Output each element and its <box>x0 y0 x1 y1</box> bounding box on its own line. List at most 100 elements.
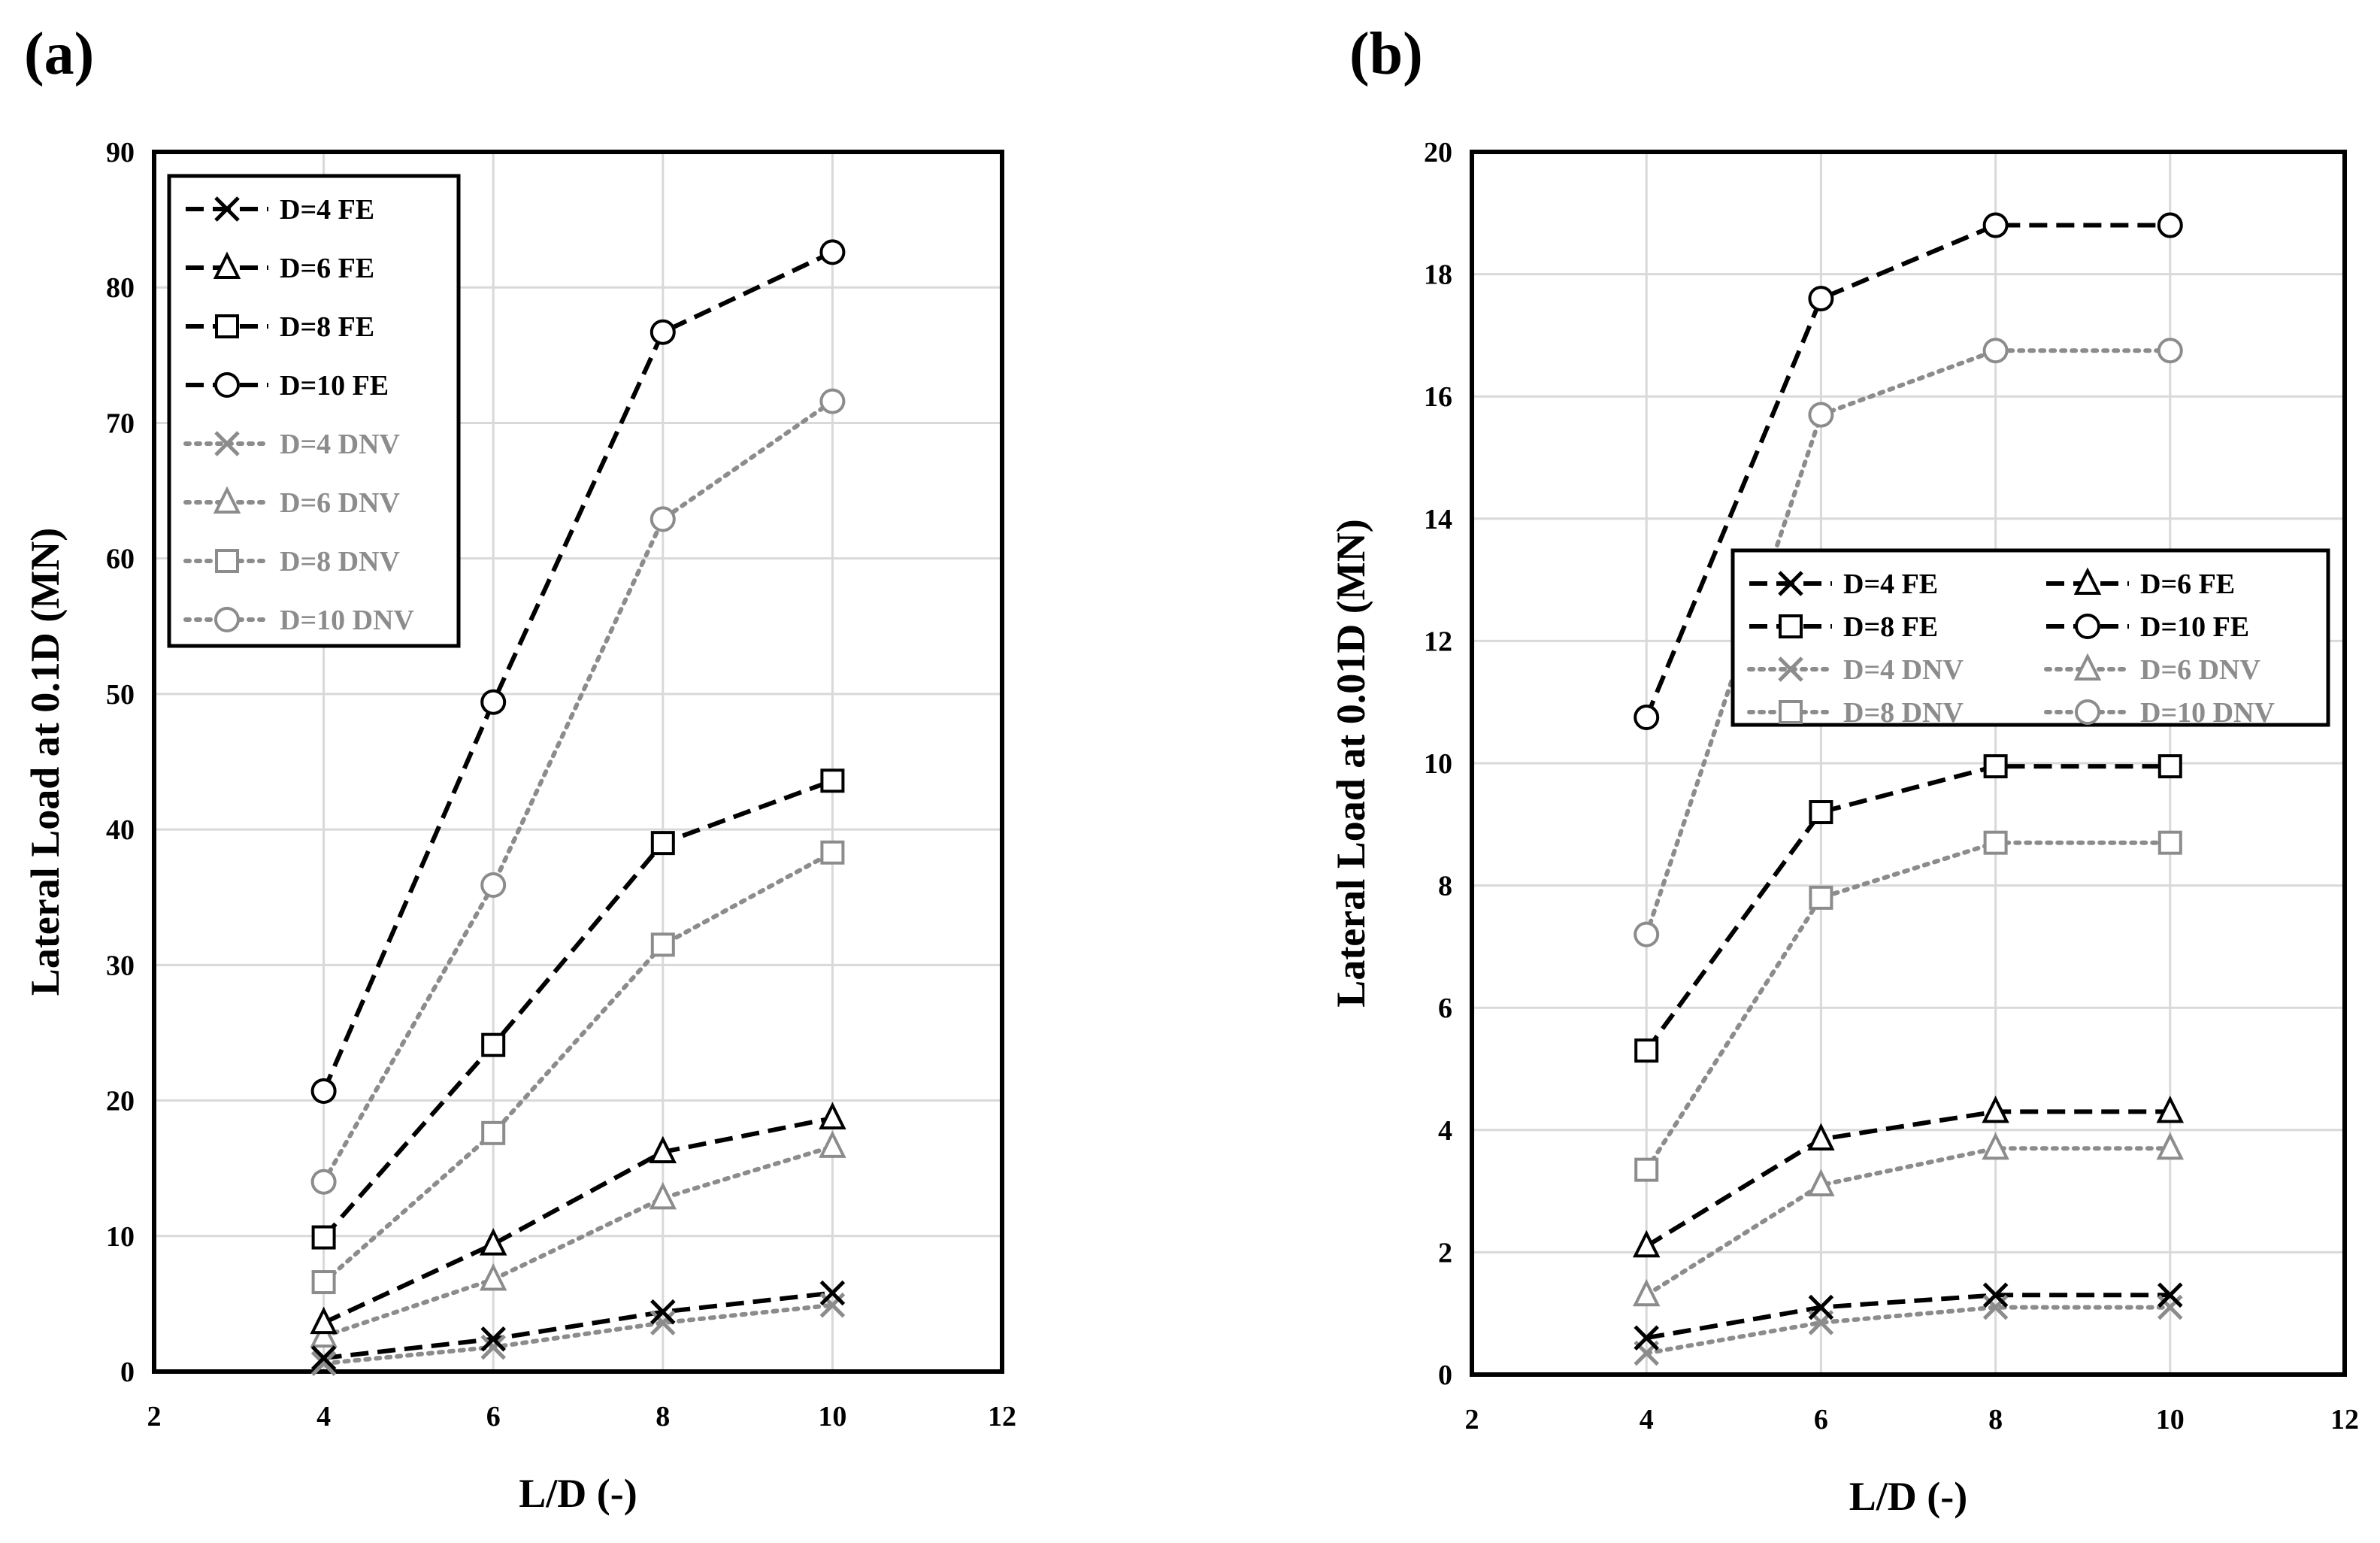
chart-a-series-d-10-fe-line <box>321 250 834 1093</box>
chart-a-legend: D=4 FE D=6 FE D=8 FE D=10 FE D=4 DNV D=6 DNV D… <box>167 174 461 648</box>
chart-b-series-d-10-dnv-point <box>1634 921 1660 947</box>
chart-a-series-d-8-dnv-point <box>650 932 675 957</box>
chart-b-series-d-4-fe-point <box>1634 1325 1659 1351</box>
chart-a-series-d-8-fe-point <box>481 1032 506 1057</box>
chart-b-legend-label: D=8 FE <box>1843 611 1938 643</box>
chart-b-series-d-10-dnv-point <box>1982 338 2009 364</box>
chart-b-ytick-label: 16 <box>1424 381 1452 413</box>
chart-b-ytick-label: 4 <box>1438 1115 1452 1147</box>
chart-b-panel-label: (b) <box>1349 21 1423 87</box>
chart-b-legend-label: D=8 DNV <box>1843 697 1964 729</box>
chart-a-series-d-6-fe-point <box>649 1135 677 1164</box>
chart-a-xtick-label: 4 <box>316 1401 331 1432</box>
chart-a-x-axis-title: L/D (-) <box>519 1471 637 1516</box>
chart-b-series-d-6-dnv-point <box>1807 1169 1835 1196</box>
chart-b-legend-item-d-6-fe: D=6 FE <box>2046 567 2235 600</box>
chart-a-series-d-4-fe-line <box>323 1290 833 1360</box>
chart-b-series-d-8-fe-point <box>1983 754 2008 779</box>
chart-b-x-axis-title: L/D (-) <box>1849 1474 1967 1519</box>
chart-a-legend-marker <box>214 372 240 398</box>
chart-b-ytick-label: 18 <box>1424 259 1452 291</box>
chart-a-xtick-label: 6 <box>486 1401 501 1432</box>
chart-b-y-axis-title: Lateral Load at 0.01D (MN) <box>1328 519 1373 1007</box>
chart-a-ytick-label: 40 <box>106 814 135 846</box>
chart-b-series-d-6-dnv-line <box>1644 1146 2173 1298</box>
chart-b-ytick-label: 8 <box>1438 871 1452 902</box>
chart-b-legend: D=4 FE D=6 FE D=8 FE D=10 FE D=4 DNV D=6 DNV D… <box>1730 548 2330 729</box>
chart-b-series-d-6-fe-point <box>1807 1123 1835 1150</box>
chart-a-ytick-label: 50 <box>106 679 135 711</box>
chart-b-xtick-label: 2 <box>1465 1404 1479 1435</box>
chart-a-legend-item-d-8-fe: D=8 FE <box>186 311 374 343</box>
chart-a-series-d-4-fe-point <box>650 1299 676 1325</box>
chart-b-series-d-6-fe-point <box>1982 1095 2009 1123</box>
chart-a-series-d-8-fe-point <box>311 1225 336 1250</box>
chart-b-series-d-8-dnv-point <box>2157 830 2182 855</box>
chart-a-legend-item-d-6-dnv: D=6 DNV <box>183 486 400 519</box>
chart-b-legend-item-d-8-dnv: D=8 DNV <box>1747 697 1964 729</box>
chart-b-series-d-6-dnv-point <box>1632 1278 1661 1307</box>
chart-a-series-d-10-fe-point <box>310 1078 337 1104</box>
chart-b-xtick-label: 10 <box>2156 1404 2185 1435</box>
chart-b-xtick-label: 4 <box>1640 1404 1654 1435</box>
chart-a-plot-frame <box>152 150 1004 1374</box>
chart-a-series-d-4-dnv-line <box>321 1302 835 1366</box>
chart-b-legend-item-d-4-dnv: D=4 DNV <box>1747 654 1964 686</box>
chart-a-ytick-label: 0 <box>120 1357 135 1388</box>
chart-b-xtick-label: 12 <box>2330 1404 2359 1435</box>
chart-a-xtick-label: 10 <box>818 1401 846 1432</box>
chart-b-ytick-label: 12 <box>1424 626 1452 657</box>
chart-b-series-d-8-dnv-point <box>1634 1157 1659 1182</box>
chart-a-legend-label: D=6 FE <box>280 253 374 284</box>
chart-a-series-d-10-dnv-line <box>321 399 835 1184</box>
chart-a-legend-item-d-4-fe: D=4 FE <box>186 194 374 226</box>
chart-b-legend-marker <box>2075 699 2100 725</box>
chart-a-series-d-10-fe-point <box>650 319 676 345</box>
chart-a-series-d-4-dnv-point <box>310 1351 337 1376</box>
chart-a-legend-marker <box>213 486 241 514</box>
chart-a-series-d-4-fe-point <box>310 1345 337 1371</box>
chart-a-series-d-6-fe-point <box>819 1102 846 1129</box>
chart-a-series-d-6-dnv-line <box>321 1144 835 1339</box>
chart-a-series-d-6-dnv-point <box>819 1130 846 1158</box>
chart-b-series-d-10-fe-point <box>1982 212 2009 238</box>
chart-a-xtick-label: 8 <box>656 1401 670 1432</box>
chart-a-series-d-6-fe-point <box>479 1228 507 1256</box>
chart-a-series-d-4-dnv-point <box>480 1334 506 1360</box>
chart-b-legend-label: D=6 DNV <box>2140 654 2260 686</box>
chart-b-ytick-label: 14 <box>1424 504 1452 535</box>
chart-b-legend-marker <box>1778 656 1803 682</box>
chart-a-series-d-8-dnv-point <box>481 1120 506 1145</box>
chart-b-series-d-8-dnv-line <box>1644 840 2173 1172</box>
chart-a-ytick-label: 90 <box>106 137 135 168</box>
chart-a-series-d-10-dnv-point <box>650 506 676 532</box>
chart-b-legend-item-d-10-fe: D=10 FE <box>2046 611 2249 643</box>
chart-b-series-d-6-dnv-point <box>1982 1132 2009 1160</box>
chart-a-legend-item-d-4-dnv: D=4 DNV <box>183 429 400 460</box>
chart-a-series-d-8-dnv-point <box>820 840 845 865</box>
chart-a-legend-label: D=4 DNV <box>280 429 400 460</box>
chart-a-series-d-6-dnv-point <box>310 1320 338 1348</box>
chart-a-legend-item-d-10-fe: D=10 FE <box>186 370 389 402</box>
chart-b-legend-marker <box>2073 653 2102 681</box>
chart-a-legend-marker <box>214 431 240 456</box>
chart-b-series-d-4-dnv-point <box>1982 1294 2009 1320</box>
chart-a-series-d-8-fe-point <box>650 831 675 856</box>
chart-a-legend-marker <box>213 251 241 279</box>
chart-a-series-d-8-fe-line <box>322 778 834 1239</box>
chart-a-series-d-8-fe-point <box>820 768 845 793</box>
chart-b-series-d-8-fe-point <box>1809 800 1833 825</box>
chart-b-legend-label: D=10 DNV <box>2140 697 2275 729</box>
chart-b-legend-item-d-10-dnv: D=10 DNV <box>2044 697 2275 729</box>
chart-a-xtick-label: 2 <box>147 1401 162 1432</box>
chart-b-series-d-8-fe-point <box>2157 754 2182 779</box>
chart-b-legend-item-d-6-dnv: D=6 DNV <box>2044 653 2260 686</box>
chart-b-series-d-8-dnv-point <box>1809 885 1833 910</box>
chart-a-legend-marker <box>214 196 240 222</box>
chart-a-ytick-label: 10 <box>106 1221 135 1253</box>
chart-a-ytick-label: 70 <box>106 408 135 439</box>
chart-b-series-d-10-fe-point <box>1634 705 1660 731</box>
chart-a-ytick-label: 60 <box>106 544 135 575</box>
chart-a-series-d-4-fe-point <box>480 1326 506 1352</box>
chart-b-ytick-label: 10 <box>1424 748 1452 780</box>
